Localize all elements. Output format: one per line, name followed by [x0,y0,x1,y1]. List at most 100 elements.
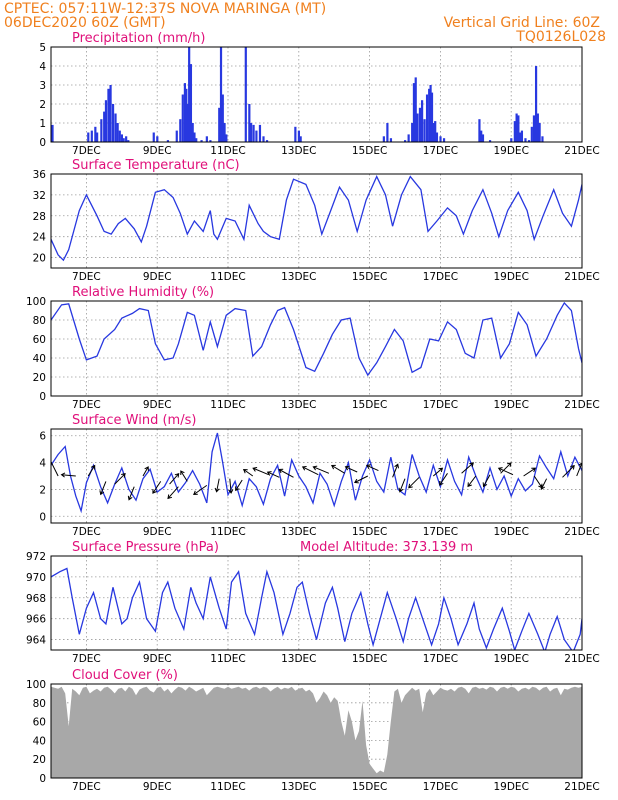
x-tick-label: 21DEC [564,526,599,538]
precip-bar [183,83,187,142]
precip-bar [411,123,414,142]
x-tick-label: 7DEC [72,653,101,665]
precip-bar [152,132,155,142]
wind-vector-arrow [500,462,512,474]
precip-bar [166,140,170,142]
panel-title-humidity: Relative Humidity (%) [72,285,214,300]
wind-vector-arrow [523,467,537,477]
precip-bar [517,115,520,142]
y-tick-label: 60 [33,334,46,346]
line-humidity [51,301,582,377]
precip-bar [530,126,533,142]
precip-bar [122,138,125,142]
y-tick-label: 0 [39,773,46,785]
y-tick-label: 6 [39,431,46,443]
wind-vector-arrow [392,463,399,478]
wind-vector-arrow [432,467,444,477]
y-tick-label: 40 [33,735,46,747]
header-model-id: TQ0126L028 [515,29,606,45]
panel-title-cloud: Cloud Cover (%) [72,668,178,683]
precip-bar [111,104,115,142]
y-tick-label: 4 [39,458,46,470]
y-tick-label: 968 [26,593,46,605]
x-tick-label: 15DEC [352,526,387,538]
line-pressure [51,567,582,650]
panel-title-wind: Surface Wind (m/s) [72,413,196,428]
precip-bar [186,104,189,142]
wind-vector-arrow [266,471,280,478]
precip-bar [439,136,442,142]
precip-bar [527,140,531,142]
x-tick-label: 11DEC [210,399,245,411]
x-tick-label: 9DEC [143,399,172,411]
x-tick-label: 11DEC [210,526,245,538]
precip-bar [156,136,159,142]
x-tick-label: 17DEC [423,271,458,283]
y-tick-label: 24 [33,232,47,244]
precip-bar [532,115,536,142]
precip-bar [90,130,93,142]
x-tick-label: 21DEC [564,781,599,793]
precip-bar [423,119,426,142]
wind-vector-arrow [180,470,188,482]
x-tick-label: 7DEC [72,271,101,283]
x-tick-label: 13DEC [281,653,316,665]
y-tick-label: 966 [26,614,46,626]
series-temperature [51,175,582,262]
wind-vector-arrow [562,464,575,478]
wind-vector-arrow [467,475,477,488]
x-tick-label: 7DEC [72,781,101,793]
wind-vector-arrow [482,474,491,488]
precip-bar [225,134,228,142]
panel-cloud: Cloud Cover (%) 7DEC 9DEC 11DEC 13DEC 15DEC 17… [26,668,600,793]
precip-bar [120,134,123,142]
precip-bar [481,134,485,142]
x-tick-label: 21DEC [564,271,599,283]
precip-bar [195,138,198,142]
panel-frame [50,173,583,269]
wind-vector-arrow [228,478,234,494]
panel-humidity: Relative Humidity (%) 7DEC 9DEC 11DEC 13DEC 1… [26,285,600,411]
precip-bar [536,113,539,142]
x-tick-label: 19DEC [493,526,528,538]
panel-frame [50,46,583,143]
wind-vector-arrow [214,478,220,493]
x-tick-label: 11DEC [210,781,245,793]
precip-bar [209,140,212,142]
precip-bar [265,140,269,142]
wind-vector-arrow [193,484,208,496]
precip-bar [262,136,265,142]
y-tick-label: 20 [33,754,46,766]
x-tick-label: 9DEC [143,271,172,283]
precip-bar [420,100,424,142]
precip-bar [538,123,541,142]
precip-bar [118,130,121,142]
x-tick-label: 21DEC [564,653,599,665]
series-precip [51,47,544,142]
y-tick-label: 40 [33,353,46,365]
precip-bar [534,66,538,142]
x-tick-label: 17DEC [423,399,458,411]
precip-bar [218,107,221,142]
precip-bar [299,136,302,142]
y-tick-label: 0 [39,391,46,403]
precip-bar [205,136,208,142]
model-altitude-label: Model Altitude: 373.139 m [300,540,473,555]
wind-vector-arrow [331,464,346,474]
precip-bar [442,138,446,142]
x-tick-label: 17DEC [423,526,458,538]
x-tick-label: 17DEC [423,145,458,157]
precip-bar [104,100,108,142]
panel-frame [50,300,583,397]
x-tick-label: 13DEC [281,145,316,157]
y-tick-label: 0 [39,137,46,149]
cloud-cover-area [51,686,582,778]
x-tick-label: 15DEC [352,271,387,283]
y-tick-label: 20 [33,253,46,265]
wind-vector-arrow [540,478,548,490]
wind-vector-arrow [87,464,96,477]
precip-bar [219,47,223,142]
precip-bar [116,123,119,142]
x-tick-label: 19DEC [493,781,528,793]
precip-bar [429,85,432,142]
